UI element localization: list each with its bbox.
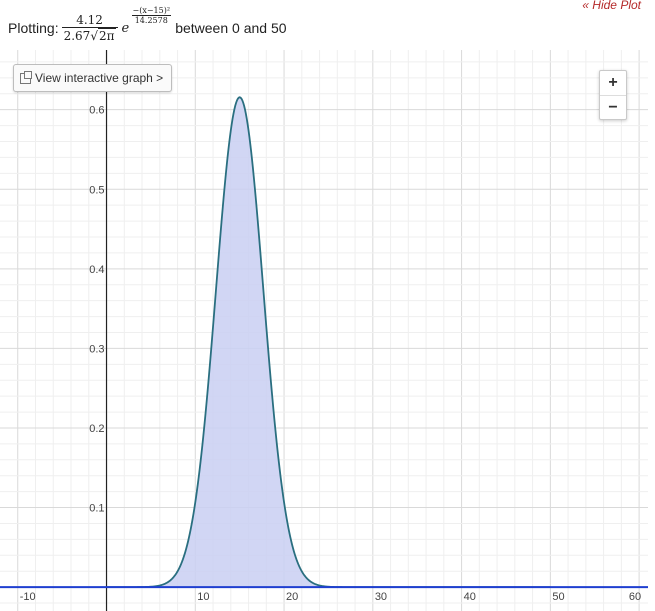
plotting-label: Plotting:	[8, 20, 59, 36]
x-tick-label: 20	[286, 591, 298, 603]
sqrt-symbol: √	[90, 29, 98, 43]
y-tick-label: 0.2	[89, 423, 104, 435]
x-tick-label: 60	[629, 591, 641, 603]
x-tick-label: 10	[197, 591, 209, 603]
exponent-numerator: −(x−15)²	[131, 6, 172, 16]
exponential-term: e −(x−15)² 14.2578	[121, 6, 172, 36]
e-base: e	[121, 21, 130, 36]
y-tick-label: 0.1	[89, 503, 104, 515]
x-tick-label: 40	[464, 591, 476, 603]
function-curve	[106, 96, 551, 589]
den-coefficient: 2.67	[63, 29, 91, 43]
coefficient-fraction: 4.12 2.67√2π	[61, 13, 118, 43]
fraction-numerator: 4.12	[76, 13, 103, 27]
popout-icon	[20, 70, 32, 84]
den-radicand: 2π	[97, 28, 116, 43]
hide-plot-link[interactable]: « Hide Plot	[582, 0, 641, 12]
exponent-fraction: −(x−15)² 14.2578	[131, 6, 172, 25]
plot-formula: Plotting: 4.12 2.67√2π e −(x−15)² 14.257…	[8, 6, 287, 46]
function-plot[interactable]: -10 10 20 30 40 50 60 0.1 0.2 0.3 0.4 0.5 0.6	[0, 50, 648, 611]
y-tick-label: 0.6	[89, 105, 104, 117]
x-tick-label: 30	[375, 591, 387, 603]
x-tick-label: -10	[20, 591, 36, 603]
x-tick-label: 50	[552, 591, 564, 603]
zoom-controls: + −	[599, 70, 627, 120]
y-tick-label: 0.3	[89, 343, 104, 355]
zoom-in-button[interactable]: +	[600, 71, 626, 96]
plot-area[interactable]: -10 10 20 30 40 50 60 0.1 0.2 0.3 0.4 0.5 0.6	[0, 50, 648, 611]
zoom-out-button[interactable]: −	[608, 99, 618, 116]
y-tick-label: 0.4	[89, 264, 104, 276]
interactive-button-label: View interactive graph >	[35, 71, 164, 85]
y-tick-label: 0.5	[89, 184, 104, 196]
view-interactive-graph-button[interactable]: View interactive graph >	[13, 64, 173, 92]
area-fill	[106, 97, 551, 588]
fraction-denominator: 2.67√2π	[61, 27, 118, 43]
range-text: between 0 and 50	[175, 20, 287, 36]
exponent-denominator: 14.2578	[134, 16, 168, 25]
